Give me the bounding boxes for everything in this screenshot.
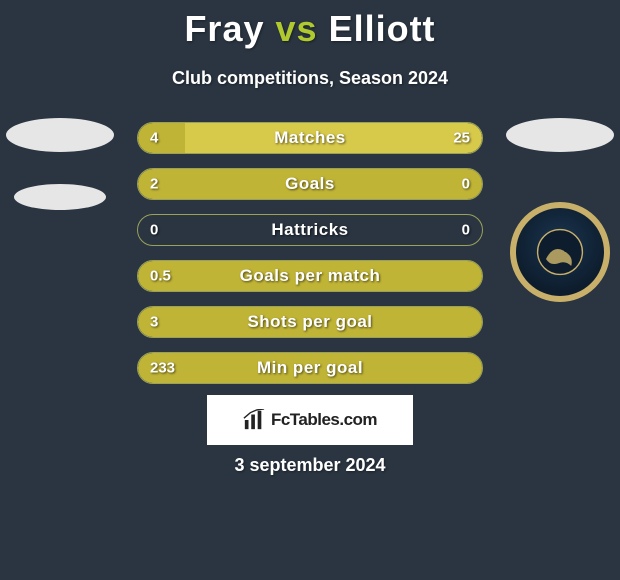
bar-hattricks: 0 Hattricks 0 xyxy=(137,214,483,246)
right-column xyxy=(500,112,620,302)
bar-label: Matches xyxy=(138,128,482,148)
bar-shots-per-goal: 3 Shots per goal xyxy=(137,306,483,338)
bar-val-right: 25 xyxy=(453,130,470,147)
bar-goals-per-match: 0.5 Goals per match xyxy=(137,260,483,292)
bar-matches: 4 Matches 25 xyxy=(137,122,483,154)
bar-val-right: 0 xyxy=(462,222,470,239)
bar-label: Goals xyxy=(138,174,482,194)
fctables-logo: FcTables.com xyxy=(207,395,413,445)
bar-goals: 2 Goals 0 xyxy=(137,168,483,200)
comparison-bars: 4 Matches 25 2 Goals 0 0 Hattricks 0 0.5… xyxy=(137,122,483,398)
subtitle: Club competitions, Season 2024 xyxy=(0,68,620,89)
bar-min-per-goal: 233 Min per goal xyxy=(137,352,483,384)
logo-text: FcTables.com xyxy=(271,410,377,430)
bar-val-right: 0 xyxy=(462,176,470,193)
player1-club-placeholder xyxy=(14,184,106,210)
page-title: Fray vs Elliott xyxy=(0,0,620,50)
snake-icon xyxy=(525,217,595,287)
player2-club-badge xyxy=(510,202,610,302)
bar-label: Hattricks xyxy=(138,220,482,240)
date-label: 3 september 2024 xyxy=(0,455,620,476)
title-vs: vs xyxy=(276,8,318,49)
player2-photo-placeholder xyxy=(506,118,614,152)
title-player1: Fray xyxy=(184,8,264,49)
bar-chart-icon xyxy=(243,409,265,431)
player1-photo-placeholder xyxy=(6,118,114,152)
left-column xyxy=(0,112,120,210)
bar-label: Goals per match xyxy=(138,266,482,286)
title-player2: Elliott xyxy=(329,8,436,49)
bar-label: Min per goal xyxy=(138,358,482,378)
bar-label: Shots per goal xyxy=(138,312,482,332)
